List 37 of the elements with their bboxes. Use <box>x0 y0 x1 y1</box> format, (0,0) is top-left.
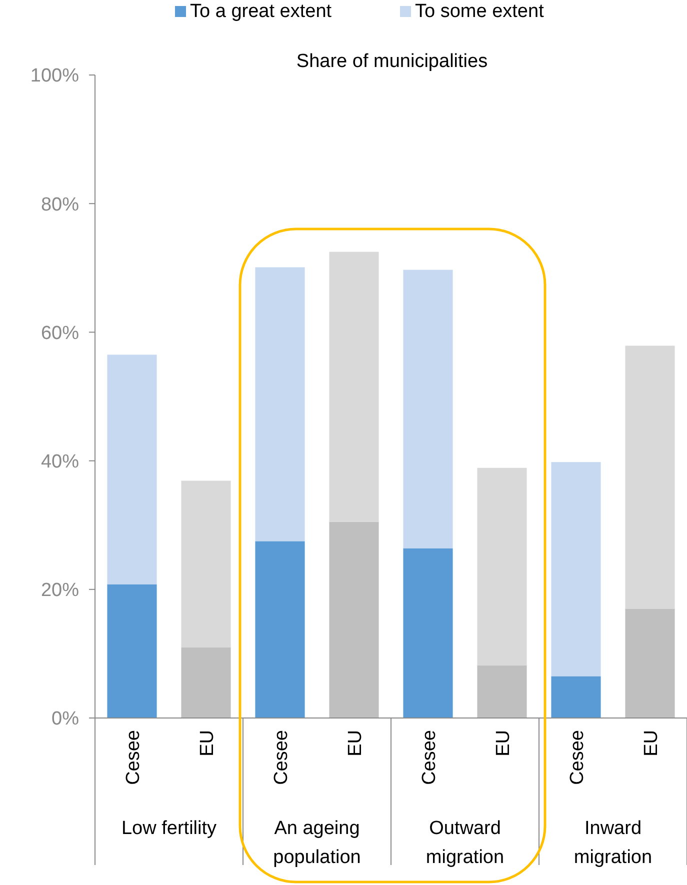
bar <box>625 346 675 609</box>
text: An ageing population <box>273 818 361 868</box>
x-tick-label: Cesee <box>567 730 588 785</box>
bar <box>551 676 601 718</box>
text: Inward migration <box>574 818 652 868</box>
bar <box>181 647 231 718</box>
bar <box>329 522 379 718</box>
bar <box>403 270 453 548</box>
x-tick-label: EU <box>345 730 366 756</box>
bar <box>255 541 305 718</box>
bar <box>625 608 675 718</box>
bar <box>477 665 527 718</box>
text: Low fertility <box>121 818 218 839</box>
y-tick-label: 80% <box>40 194 80 216</box>
bar <box>107 584 157 718</box>
y-tick-label: 40% <box>40 451 80 472</box>
x-tick-label: Cesee <box>419 730 440 785</box>
bar <box>477 468 527 666</box>
x-tick-label: Cesee <box>123 730 144 785</box>
y-tick-label: 0% <box>52 708 80 730</box>
x-tick-label: EU <box>197 730 218 756</box>
bar <box>329 252 379 522</box>
bar <box>181 480 231 648</box>
x-tick-label: EU <box>493 730 514 756</box>
bar <box>255 267 305 542</box>
bar <box>403 548 453 718</box>
legend-label: To some extent <box>415 1 545 22</box>
y-tick-label: 20% <box>40 580 80 602</box>
legend-label: To a great extent <box>190 1 332 22</box>
y-tick-label: 60% <box>40 322 80 344</box>
bar <box>551 462 601 676</box>
chart-title: Share of municipalities <box>296 51 488 72</box>
y-tick-label: 100% <box>30 66 80 87</box>
bar <box>107 354 157 584</box>
x-tick-label: Cesee <box>271 730 292 785</box>
text: Outward migration <box>426 818 504 868</box>
x-tick-label: EU <box>641 730 662 756</box>
